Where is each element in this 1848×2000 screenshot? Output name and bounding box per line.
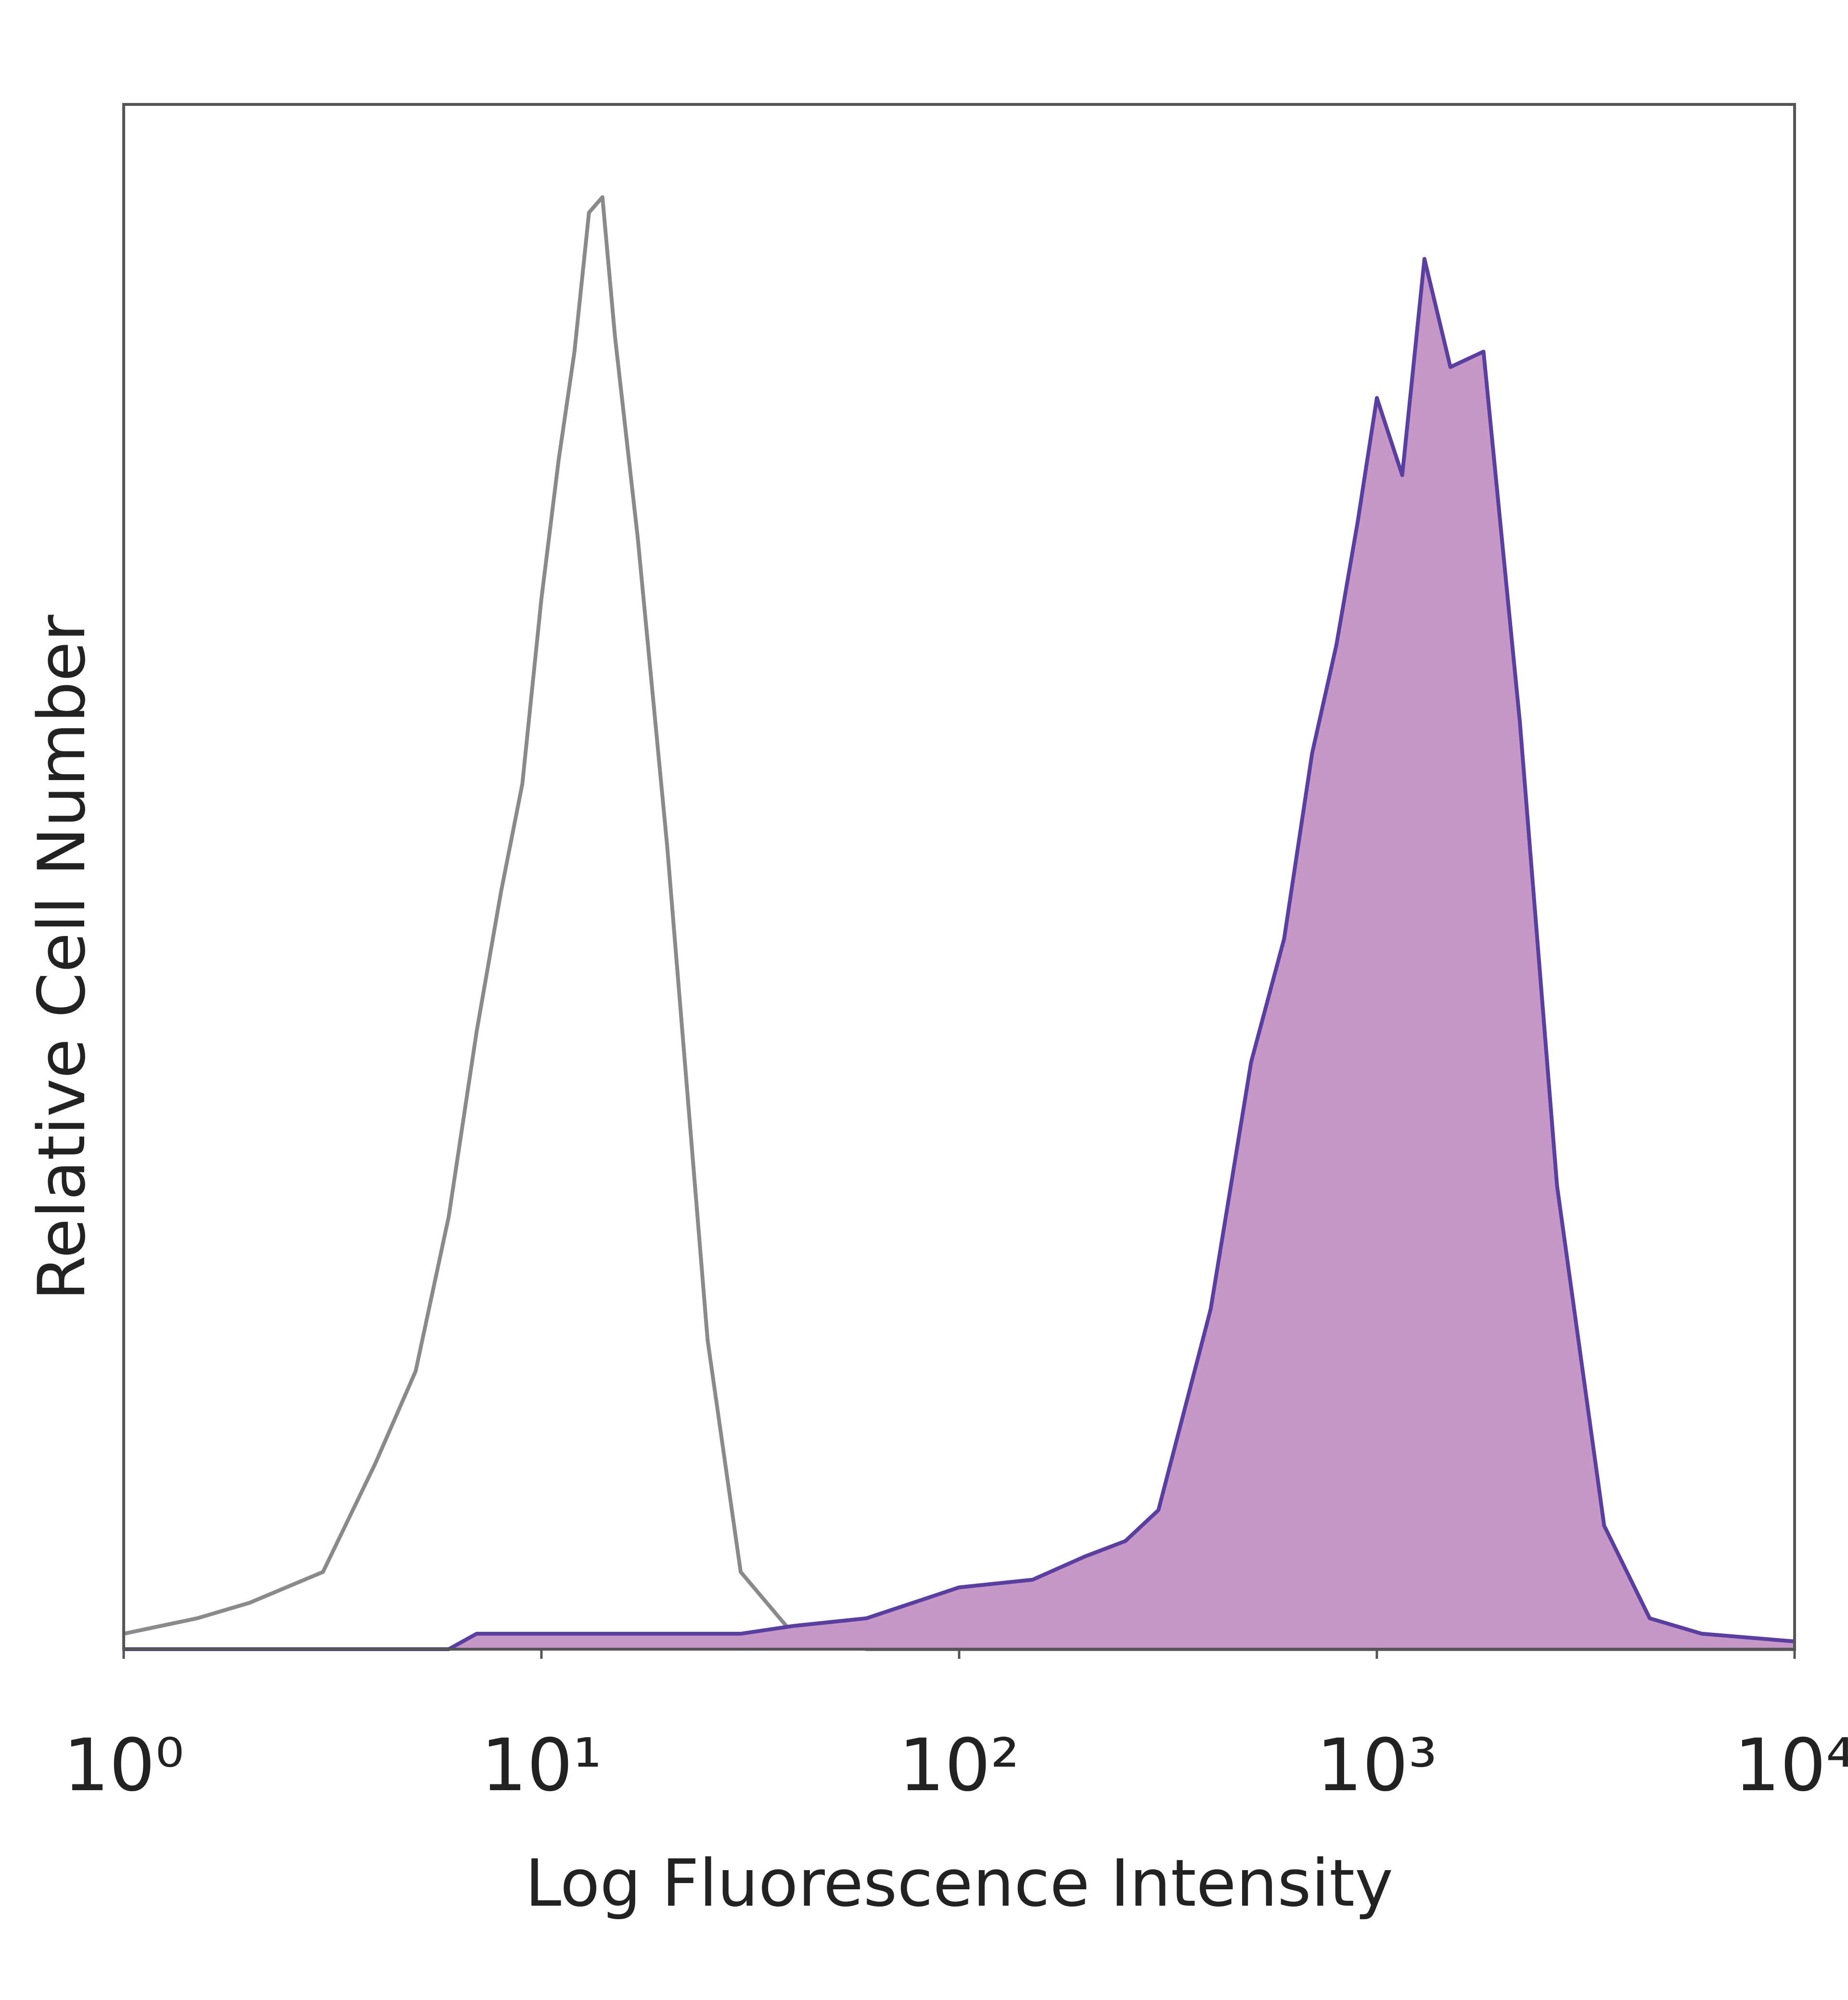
- x-axis-title: Log Fluorescence Intensity: [525, 1846, 1393, 1921]
- x-tick-label: 10⁰: [63, 1724, 184, 1808]
- x-tick-label: 10⁴: [1734, 1724, 1848, 1808]
- x-tick-label: 10³: [1316, 1724, 1437, 1808]
- x-tick-label: 10¹: [481, 1724, 602, 1808]
- y-axis-title: Relative Cell Number: [24, 615, 100, 1300]
- histogram-line: [124, 257, 1795, 1651]
- x-tick-label: 10²: [898, 1724, 1019, 1808]
- histogram-area: [124, 259, 1795, 1649]
